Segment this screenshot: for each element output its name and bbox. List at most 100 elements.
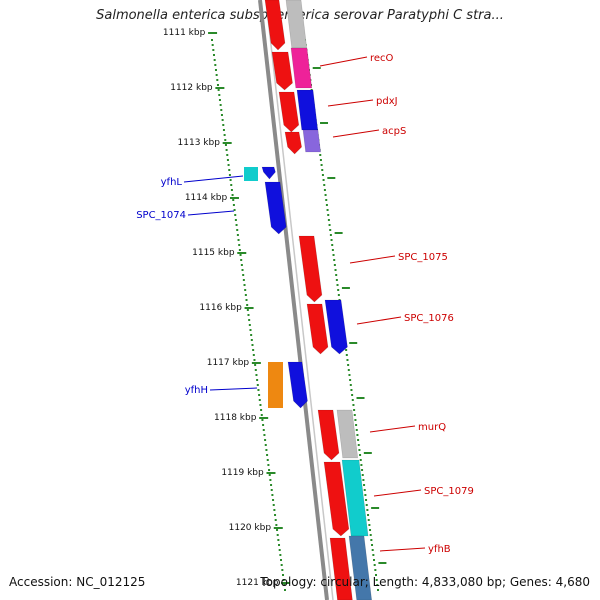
tick-dot: [280, 564, 283, 566]
tick-dot: [359, 459, 362, 461]
topology-label: Topology: circular; Length: 4,833,080 bp…: [260, 575, 590, 589]
tick-dot: [218, 99, 221, 101]
kbp-label: 1121 kbp: [236, 578, 279, 588]
tick-dot: [270, 489, 273, 491]
tick-dot: [211, 44, 214, 46]
tick-dot: [264, 439, 267, 441]
tick-dot: [270, 484, 273, 486]
tick-dot: [278, 544, 281, 546]
tick-dot: [226, 159, 229, 161]
tick-dot: [371, 549, 374, 551]
gene-labels[interactable]: recO pdxJ acpS SPC_1075 SPC_1076 murQ SPC_1079…: [136, 53, 474, 555]
tick-dot: [215, 74, 218, 76]
tick-dot: [359, 454, 362, 456]
tick-dot: [236, 234, 239, 236]
tick-dot: [350, 389, 353, 391]
tick-dot: [265, 449, 268, 451]
gene-label-pdxj[interactable]: pdxJ: [376, 96, 398, 107]
tick-dot: [319, 154, 322, 156]
tick-dot: [271, 494, 274, 496]
tick-dot: [244, 294, 247, 296]
tick-dot: [371, 544, 374, 546]
gene-leader: [349, 255, 396, 264]
tick-dot: [212, 49, 215, 51]
tick-dot: [228, 169, 231, 171]
gene-block: [306, 303, 329, 355]
tick-dot: [367, 514, 370, 516]
gene-leader: [369, 425, 416, 433]
tick-dot: [263, 434, 266, 436]
tick-dot: [243, 284, 246, 286]
tick-dot: [266, 454, 269, 456]
gene-label-spc_1079[interactable]: SPC_1079: [424, 486, 474, 497]
tick-dot: [361, 474, 364, 476]
tick-dot: [365, 504, 368, 506]
gene-label-spc_1075[interactable]: SPC_1075: [398, 252, 448, 263]
tick-dot: [244, 289, 247, 291]
tick-dot: [333, 264, 336, 266]
tick-dot: [284, 589, 286, 591]
gene-block: [290, 47, 313, 89]
gene-block: [323, 461, 350, 537]
tick-dot: [323, 184, 326, 186]
gene-block: [287, 361, 308, 409]
tick-dot: [334, 269, 337, 271]
gene-label-acps[interactable]: acpS: [382, 126, 406, 137]
gene-label-reco[interactable]: recO: [370, 53, 394, 64]
gene-leader: [327, 99, 374, 107]
gene-label-yfhl[interactable]: yfhL: [161, 177, 183, 188]
tick-dot: [357, 439, 360, 441]
tick-dot: [247, 314, 250, 316]
tick-dot: [257, 389, 260, 391]
tick-dot: [214, 64, 217, 66]
tick-dot: [349, 384, 352, 386]
tick-dot: [242, 279, 245, 281]
gene-label-yfhb[interactable]: yfhB: [428, 544, 451, 555]
tick-dot: [238, 244, 241, 246]
kbp-label: 1111 kbp: [163, 28, 206, 38]
backbone-line: [258, 0, 329, 600]
kbp-label: 1119 kbp: [221, 468, 264, 478]
tick-dot: [231, 194, 234, 196]
tick-dot: [223, 134, 226, 136]
tick-dot: [211, 39, 213, 41]
tick-dot: [260, 414, 263, 416]
tick-dot: [363, 489, 366, 491]
gene-block: [348, 535, 372, 600]
accession-label: Accession: NC_012125: [9, 575, 146, 589]
tick-dot: [365, 499, 368, 501]
gene-label-spc_1076[interactable]: SPC_1076: [404, 313, 454, 324]
tick-dot: [246, 309, 249, 311]
gene-block: [261, 166, 276, 180]
tick-dot: [252, 349, 255, 351]
tick-dot: [351, 399, 354, 401]
tick-dot: [226, 154, 229, 156]
tick-dot: [259, 404, 262, 406]
gene-leader: [183, 175, 244, 183]
tick-dot: [373, 559, 376, 561]
tick-dot: [345, 349, 348, 351]
tick-dot: [274, 519, 277, 521]
tick-dot: [278, 549, 281, 551]
gene-block: [302, 129, 321, 153]
tick-dot: [322, 179, 325, 181]
tick-dot: [222, 129, 225, 131]
tick-dot: [249, 329, 252, 331]
gene-block: [284, 131, 302, 155]
tick-dot: [230, 189, 233, 191]
gene-block: [296, 89, 319, 131]
tick-dot: [329, 229, 332, 231]
gene-label-yfhh[interactable]: yfhH: [185, 385, 208, 396]
tick-dot: [260, 409, 263, 411]
tick-dot: [248, 319, 251, 321]
gene-label-spc_1074[interactable]: SPC_1074: [136, 210, 186, 221]
tick-dot: [352, 404, 355, 406]
tick-dot: [327, 219, 330, 221]
gene-leader: [187, 210, 235, 216]
tick-dot: [357, 444, 360, 446]
tick-dot: [240, 264, 243, 266]
tick-dot: [234, 219, 237, 221]
tick-dot: [369, 534, 372, 536]
kbp-label: 1115 kbp: [192, 248, 235, 258]
gene-label-murq[interactable]: murQ: [418, 422, 446, 433]
